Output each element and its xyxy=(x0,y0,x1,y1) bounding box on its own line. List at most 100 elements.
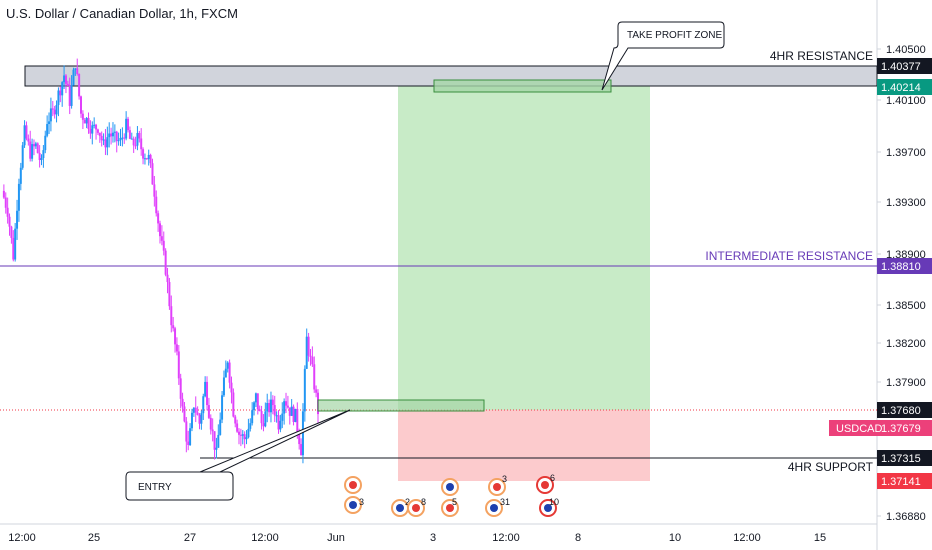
candle-body xyxy=(190,412,193,429)
stop-loss-price-tag: 1.37141 xyxy=(877,473,932,489)
event-flag-icon[interactable]: 3 xyxy=(344,496,364,514)
candle-body xyxy=(98,132,101,136)
time-tick-label: 8 xyxy=(575,532,581,544)
candle-body xyxy=(181,398,184,407)
price-tick-label: 1.37900 xyxy=(886,377,926,389)
price-tick-label: 1.36880 xyxy=(886,511,926,523)
time-tick-label: 12:00 xyxy=(492,532,520,544)
candle-body xyxy=(48,121,51,125)
candle-body xyxy=(264,411,267,427)
candle-body xyxy=(256,393,259,410)
candle-body xyxy=(34,143,37,147)
svg-text:1.40214: 1.40214 xyxy=(881,82,921,94)
candle-body xyxy=(206,381,209,406)
candle-body xyxy=(175,344,178,352)
candle-body xyxy=(81,113,84,120)
svg-text:10: 10 xyxy=(549,497,559,507)
candle-body xyxy=(221,395,224,420)
candle-body xyxy=(153,184,156,197)
candle-body xyxy=(110,133,113,137)
candle-body xyxy=(119,138,122,141)
support-label: 4HR SUPPORT xyxy=(788,460,874,474)
event-flag-icon[interactable]: 3 xyxy=(488,474,507,496)
candle-body xyxy=(303,368,306,412)
candle-body xyxy=(49,108,52,122)
candle-body xyxy=(249,423,252,429)
candle-body xyxy=(132,138,135,146)
candle-body xyxy=(183,406,186,422)
support-price-tag: 1.37315 xyxy=(877,450,932,466)
chart-title: U.S. Dollar / Canadian Dollar, 1h, FXCM xyxy=(6,6,238,21)
candle-body xyxy=(170,306,173,326)
candle-body xyxy=(80,96,82,114)
event-flag-icon[interactable]: 2 xyxy=(391,497,410,517)
time-axis-ticks: 12:00 25 27 12:00 Jun 3 12:00 8 10 12:00 15 xyxy=(8,532,826,544)
candle-body xyxy=(40,158,43,161)
take-profit-callout: TAKE PROFIT ZONE xyxy=(601,21,725,91)
event-flag-icon[interactable]: 5 xyxy=(441,497,459,517)
candle-body xyxy=(162,240,165,251)
candle-body xyxy=(143,158,146,160)
candle-body xyxy=(140,138,143,150)
candle-body xyxy=(228,362,231,383)
event-flag-icon[interactable]: 8 xyxy=(407,497,426,517)
candle-body xyxy=(134,145,137,147)
price-tick-label: 1.39300 xyxy=(886,197,926,209)
candle-body xyxy=(155,196,158,214)
candle-body xyxy=(108,133,111,138)
candle-body xyxy=(290,406,293,416)
candle-body xyxy=(305,336,308,369)
candle-body xyxy=(117,140,120,142)
candle-body xyxy=(217,434,220,448)
svg-text:1.37315: 1.37315 xyxy=(881,453,921,465)
take-profit-price-tag: 1.40214 xyxy=(877,79,932,95)
candle-body xyxy=(283,401,286,414)
candle-body xyxy=(311,356,314,365)
candle-body xyxy=(46,124,49,136)
candle-body xyxy=(285,401,288,406)
economic-events[interactable]: 3 2 8 5 3 31 xyxy=(344,473,559,517)
event-flag-icon[interactable]: 6 xyxy=(536,473,555,494)
candle-body xyxy=(174,328,177,345)
candle-body xyxy=(296,408,299,432)
svg-text:3: 3 xyxy=(359,497,364,507)
candle-body xyxy=(211,429,214,432)
candle-body xyxy=(25,125,28,139)
candle-body xyxy=(260,411,263,424)
candle-body xyxy=(2,190,5,198)
candle-body xyxy=(309,355,312,357)
candle-body xyxy=(277,415,280,430)
candle-body xyxy=(66,83,69,86)
candle-body xyxy=(61,82,64,96)
candle-body xyxy=(159,223,161,237)
event-flag-icon[interactable] xyxy=(441,478,459,496)
entry-callout-label: ENTRY xyxy=(138,482,172,493)
candle-body xyxy=(125,118,128,139)
candle-body xyxy=(147,154,150,160)
candle-body xyxy=(258,409,261,412)
candle-body xyxy=(279,420,282,430)
svg-text:6: 6 xyxy=(550,473,555,483)
candle-body xyxy=(12,237,15,260)
candle-body xyxy=(313,364,316,390)
candle-body xyxy=(315,389,318,393)
candle-body xyxy=(301,411,304,456)
candle-body xyxy=(253,402,256,411)
candle-body xyxy=(142,149,145,159)
candle-body xyxy=(275,415,278,417)
candle-body xyxy=(239,434,242,436)
candle-body xyxy=(72,69,75,86)
candle-body xyxy=(226,362,229,369)
candle-body xyxy=(89,129,92,134)
candle-body xyxy=(78,73,81,97)
candle-body xyxy=(268,403,271,413)
candle-body xyxy=(192,407,195,413)
candle-body xyxy=(172,325,175,329)
candle-body xyxy=(76,68,79,74)
candle-body xyxy=(266,403,269,412)
candle-body xyxy=(245,437,248,440)
event-flag-icon[interactable]: 31 xyxy=(485,497,510,517)
event-flag-icon[interactable]: 10 xyxy=(539,497,559,517)
event-flag-icon[interactable] xyxy=(344,476,362,494)
